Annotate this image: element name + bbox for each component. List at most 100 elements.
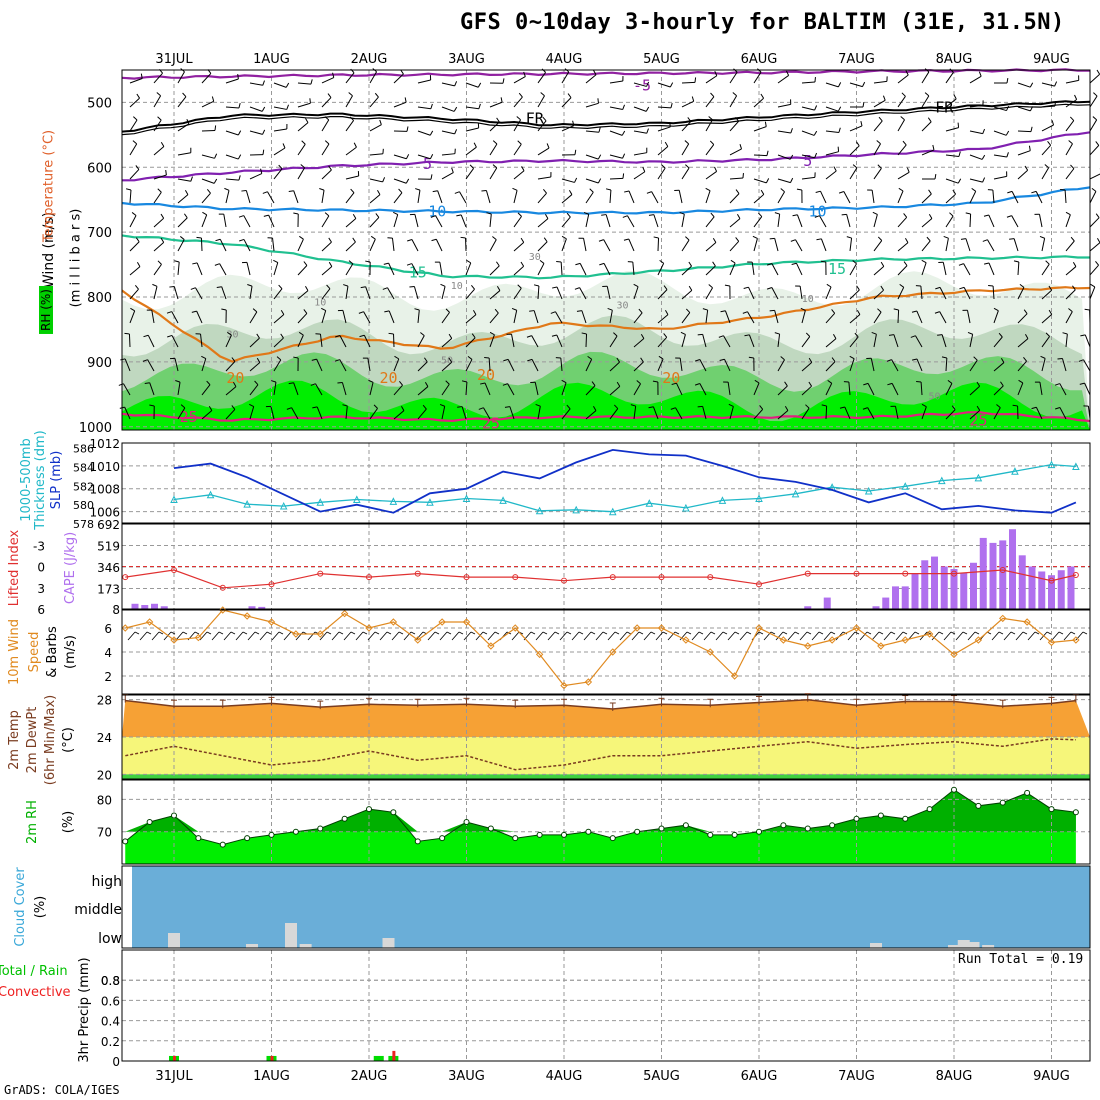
- rh2m-tick-label: 80: [97, 793, 112, 807]
- wind10-barb: [715, 631, 724, 641]
- lifted-index-point: [999, 567, 1006, 574]
- wind-barb: [345, 72, 355, 84]
- wind-barb: [915, 335, 923, 348]
- wind-barb: [676, 382, 683, 396]
- wind-barb-flag: [529, 310, 535, 312]
- wind-barb-flag: [814, 215, 820, 218]
- wind10-point: [950, 650, 958, 659]
- wind-barb-flag: [855, 141, 860, 147]
- wind-barb: [345, 263, 354, 276]
- wind10-barb-flag: [878, 631, 884, 635]
- wind-barb-flag: [921, 259, 927, 264]
- wind-barb: [1017, 106, 1031, 112]
- wind-barb: [321, 190, 325, 204]
- wind10-ylabel-b: Speed: [27, 632, 42, 673]
- wind-barb-flag: [382, 177, 386, 183]
- wind-barb-flag: [305, 286, 309, 291]
- wind-barb-flag: [1091, 188, 1097, 192]
- slp-tick-label: 1010: [89, 460, 120, 474]
- wind-barb-flag: [744, 334, 750, 337]
- wind-barb: [200, 237, 203, 251]
- wind10-barb-flag: [566, 631, 572, 635]
- wind-barb: [1041, 124, 1054, 132]
- rh2m-point: [658, 825, 665, 832]
- wind-barb-flag: [1047, 141, 1052, 146]
- wind-barb-flag: [422, 404, 427, 410]
- cape-bar: [931, 556, 938, 609]
- wind-barb-flag: [605, 188, 612, 191]
- wind-barb-flag: [496, 286, 501, 291]
- wind-barb-flag: [542, 116, 547, 122]
- wind-barb: [921, 193, 932, 204]
- wind-barb-flag: [305, 118, 309, 123]
- wind-barb: [221, 286, 227, 300]
- thickness-point: [353, 495, 361, 503]
- wind10-barb: [847, 631, 856, 641]
- wind-barb-flag: [1000, 381, 1004, 387]
- x-tick-top-label: 31JUL: [155, 52, 193, 67]
- wind-barb: [753, 216, 763, 228]
- wind-barb-flag: [280, 309, 285, 315]
- wind-barb-flag: [646, 81, 650, 87]
- rh2m-point: [512, 835, 519, 842]
- wind-barb: [945, 154, 959, 157]
- wind-barb-flag: [136, 262, 141, 267]
- wind-barb: [339, 335, 347, 348]
- wind-barb-flag: [1054, 81, 1058, 87]
- wind-barb: [849, 358, 855, 372]
- thickness-point: [938, 476, 946, 485]
- wind10-barb: [1027, 631, 1036, 641]
- wind-barb-flag: [1023, 357, 1027, 362]
- wind-barb: [511, 334, 515, 348]
- wind-barb-flag: [481, 189, 487, 192]
- wind10-ylabel-c: & Barbs: [45, 626, 60, 678]
- wind10-barb: [487, 631, 496, 641]
- wind10-point: [1023, 618, 1031, 626]
- wind-barb-flag: [511, 307, 517, 311]
- wind-barb: [657, 314, 669, 324]
- wind-barb: [729, 406, 734, 420]
- lifted-index-point: [122, 574, 129, 581]
- wind10-barb-flag: [326, 631, 332, 635]
- wind10-barb-flag: [662, 631, 668, 635]
- wind-barb-flag: [982, 239, 988, 242]
- wind-barb-flag: [871, 331, 877, 335]
- wind-barb: [465, 337, 476, 348]
- wind-barb: [583, 238, 587, 252]
- wind-barb-flag: [710, 92, 715, 97]
- wind-barb: [1089, 286, 1096, 300]
- wind-barb-flag: [714, 166, 718, 172]
- wind10-barb: [427, 631, 436, 641]
- wind-barb-flag: [293, 356, 299, 359]
- lifted-index-point: [171, 567, 177, 574]
- wind-barb: [777, 154, 791, 160]
- wind10-point: [877, 642, 885, 650]
- wind-barb-flag: [622, 215, 628, 218]
- wind10-barb-flag: [998, 631, 1004, 635]
- wind-barb-flag: [1070, 236, 1075, 242]
- wind10-barb-flag: [386, 631, 392, 635]
- cloud-cover-frame: [121, 865, 1091, 949]
- wind-barb: [969, 104, 983, 108]
- wind-barb-flag: [965, 212, 971, 215]
- rh2m-point: [707, 831, 714, 838]
- wind-barb-flag: [640, 357, 644, 363]
- wind-barb-flag: [982, 177, 986, 183]
- wind10-barb: [991, 631, 1000, 641]
- wind-barb: [1089, 217, 1100, 228]
- wind-barb: [369, 382, 374, 396]
- wind10-barb: [691, 631, 700, 641]
- wind-barb: [297, 143, 306, 156]
- wind-barb: [177, 407, 186, 420]
- wind-barb-flag: [583, 211, 589, 215]
- wind-barb-flag: [517, 284, 522, 289]
- wind-barb: [465, 106, 479, 110]
- cape-bar: [1048, 575, 1055, 609]
- wind-barb: [151, 310, 155, 324]
- wind-barb: [1065, 266, 1077, 276]
- wind-barb: [273, 288, 283, 300]
- wind-barb: [609, 361, 620, 372]
- wind-barb-flag: [373, 404, 378, 409]
- wind-barb-flag: [943, 235, 949, 239]
- x-tick-top-label: 3AUG: [448, 52, 485, 67]
